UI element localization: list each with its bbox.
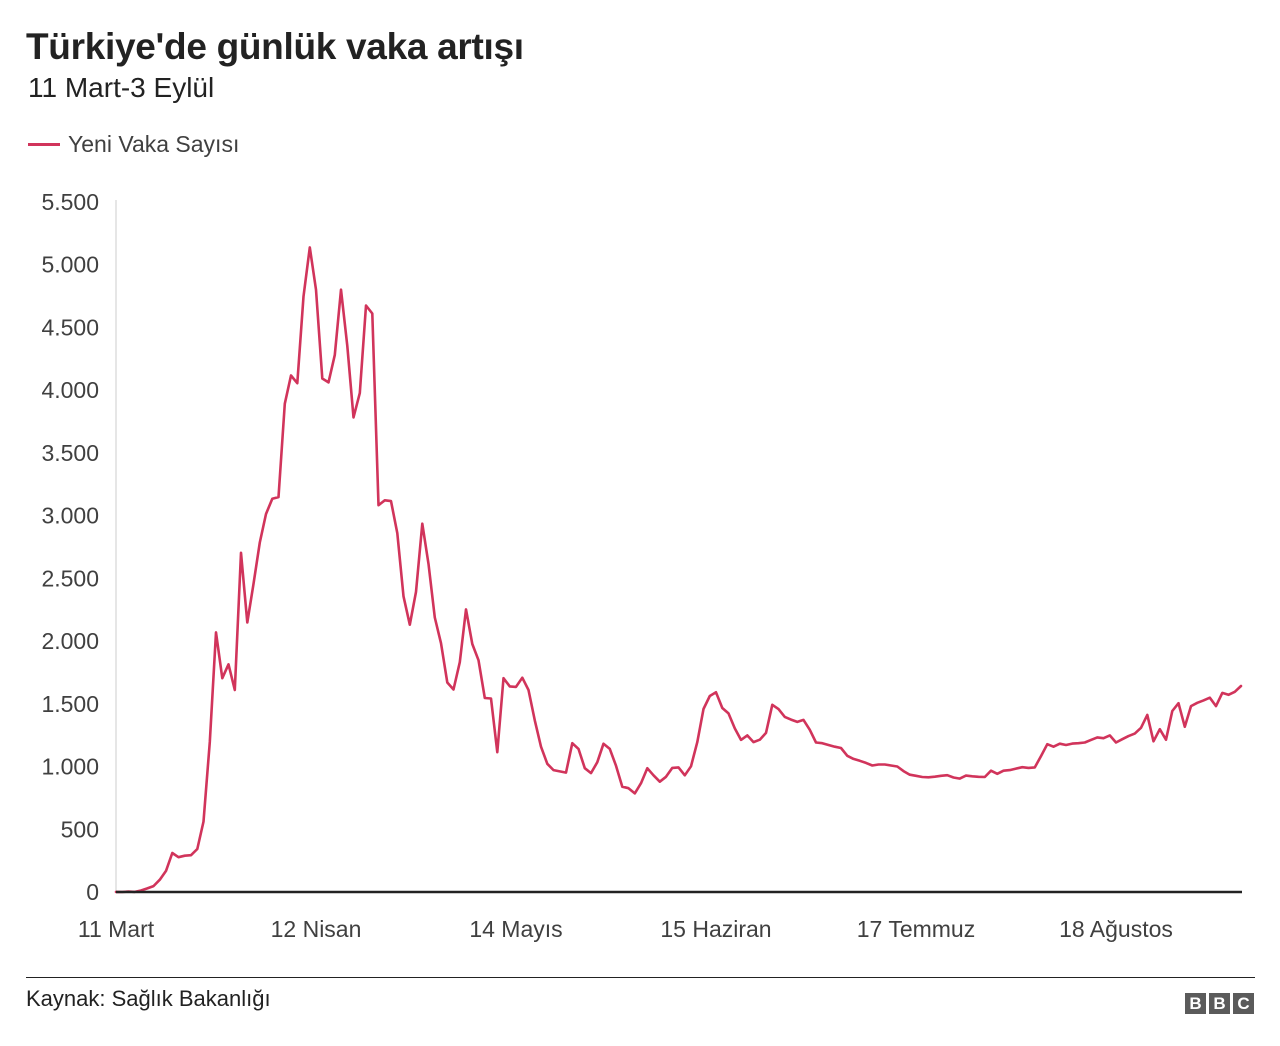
x-tick-label: 14 Mayıs [469,916,562,942]
x-tick-label: 11 Mart [78,916,155,942]
x-tick-label: 12 Nisan [271,916,362,942]
y-tick-label: 500 [61,816,99,842]
y-tick-label: 2.500 [41,565,99,591]
chart-title: Türkiye'de günlük vaka artışı [26,26,524,67]
y-tick-label: 1.000 [41,754,99,780]
x-tick-label: 18 Ağustos [1059,916,1173,942]
legend-swatch [28,143,60,146]
x-tick-label: 15 Haziran [660,916,771,942]
y-tick-label: 3.500 [41,440,99,466]
bbc-logo-letter: B [1185,993,1206,1014]
y-tick-label: 4.500 [41,314,99,340]
y-tick-label: 5.500 [41,189,99,215]
legend-label: Yeni Vaka Sayısı [68,131,240,157]
y-tick-label: 1.500 [41,691,99,717]
chart-legend: Yeni Vaka Sayısı [28,131,239,158]
x-tick-label: 17 Temmuz [857,916,975,942]
bbc-logo-letter: B [1209,993,1230,1014]
bbc-logo-letter: C [1233,993,1254,1014]
source-note: Kaynak: Sağlık Bakanlığı [26,986,271,1011]
y-tick-label: 0 [86,879,99,905]
footer-divider [26,977,1255,978]
chart-subtitle: 11 Mart-3 Eylül [28,72,215,103]
series-line-yeni-vaka [114,246,1243,894]
y-tick-label: 5.000 [41,252,99,278]
bbc-logo: B B C [1185,993,1254,1014]
y-tick-label: 4.000 [41,377,99,403]
y-tick-label: 3.000 [41,503,99,529]
y-tick-label: 2.000 [41,628,99,654]
